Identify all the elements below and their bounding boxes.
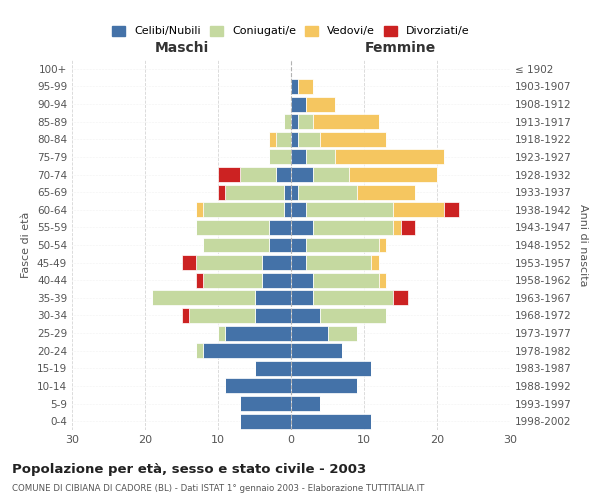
Bar bbox=[291, 202, 305, 218]
Bar bbox=[203, 343, 291, 358]
Bar bbox=[291, 326, 328, 340]
Bar bbox=[379, 238, 386, 252]
Bar bbox=[401, 220, 415, 235]
Bar bbox=[218, 184, 226, 200]
Bar bbox=[393, 290, 408, 306]
Bar bbox=[313, 220, 393, 235]
Bar bbox=[152, 290, 254, 306]
Bar bbox=[291, 79, 298, 94]
Bar bbox=[226, 184, 284, 200]
Bar bbox=[196, 255, 262, 270]
Bar bbox=[320, 308, 386, 323]
Bar bbox=[203, 202, 284, 218]
Bar bbox=[335, 150, 444, 164]
Bar bbox=[291, 273, 313, 287]
Bar bbox=[313, 167, 349, 182]
Bar bbox=[305, 150, 335, 164]
Bar bbox=[254, 308, 291, 323]
Bar bbox=[291, 361, 371, 376]
Bar bbox=[393, 202, 444, 218]
Bar bbox=[305, 96, 335, 112]
Bar bbox=[262, 255, 291, 270]
Bar bbox=[240, 396, 291, 411]
Bar bbox=[269, 220, 291, 235]
Text: Femmine: Femmine bbox=[365, 40, 436, 54]
Bar bbox=[291, 150, 305, 164]
Bar bbox=[240, 414, 291, 428]
Bar bbox=[284, 184, 291, 200]
Bar bbox=[313, 273, 379, 287]
Bar bbox=[291, 132, 298, 147]
Bar bbox=[196, 343, 203, 358]
Bar bbox=[226, 326, 291, 340]
Bar bbox=[320, 132, 386, 147]
Y-axis label: Anni di nascita: Anni di nascita bbox=[578, 204, 588, 286]
Bar bbox=[226, 378, 291, 394]
Bar bbox=[269, 238, 291, 252]
Legend: Celibi/Nubili, Coniugati/e, Vedovi/e, Divorziati/e: Celibi/Nubili, Coniugati/e, Vedovi/e, Di… bbox=[108, 21, 474, 41]
Bar bbox=[203, 273, 262, 287]
Bar bbox=[298, 132, 320, 147]
Bar bbox=[328, 326, 356, 340]
Bar bbox=[277, 167, 291, 182]
Bar bbox=[196, 202, 203, 218]
Text: COMUNE DI CIBIANA DI CADORE (BL) - Dati ISTAT 1° gennaio 2003 - Elaborazione TUT: COMUNE DI CIBIANA DI CADORE (BL) - Dati … bbox=[12, 484, 424, 493]
Bar bbox=[203, 238, 269, 252]
Bar bbox=[305, 238, 379, 252]
Bar bbox=[291, 378, 356, 394]
Bar bbox=[189, 308, 254, 323]
Bar bbox=[291, 238, 305, 252]
Bar bbox=[196, 273, 203, 287]
Text: Popolazione per età, sesso e stato civile - 2003: Popolazione per età, sesso e stato civil… bbox=[12, 462, 366, 475]
Bar bbox=[291, 396, 320, 411]
Bar bbox=[182, 308, 189, 323]
Bar bbox=[284, 202, 291, 218]
Bar bbox=[254, 361, 291, 376]
Bar bbox=[371, 255, 379, 270]
Bar bbox=[262, 273, 291, 287]
Bar bbox=[291, 290, 313, 306]
Bar bbox=[218, 167, 240, 182]
Bar bbox=[313, 114, 379, 129]
Y-axis label: Fasce di età: Fasce di età bbox=[22, 212, 31, 278]
Bar bbox=[393, 220, 401, 235]
Bar bbox=[291, 255, 305, 270]
Bar bbox=[305, 255, 371, 270]
Bar bbox=[291, 414, 371, 428]
Bar bbox=[277, 132, 291, 147]
Bar bbox=[240, 167, 277, 182]
Bar bbox=[284, 114, 291, 129]
Bar bbox=[182, 255, 196, 270]
Bar bbox=[313, 290, 393, 306]
Bar bbox=[218, 326, 226, 340]
Bar bbox=[196, 220, 269, 235]
Bar bbox=[379, 273, 386, 287]
Bar bbox=[269, 150, 291, 164]
Bar bbox=[444, 202, 459, 218]
Bar bbox=[305, 202, 393, 218]
Bar bbox=[298, 114, 313, 129]
Bar bbox=[254, 290, 291, 306]
Bar bbox=[291, 96, 305, 112]
Text: Maschi: Maschi bbox=[154, 40, 209, 54]
Bar bbox=[356, 184, 415, 200]
Bar bbox=[269, 132, 277, 147]
Bar bbox=[291, 184, 298, 200]
Bar bbox=[298, 184, 356, 200]
Bar bbox=[291, 343, 342, 358]
Bar bbox=[298, 79, 313, 94]
Bar bbox=[291, 167, 313, 182]
Bar bbox=[349, 167, 437, 182]
Bar bbox=[291, 308, 320, 323]
Bar bbox=[291, 220, 313, 235]
Bar bbox=[291, 114, 298, 129]
